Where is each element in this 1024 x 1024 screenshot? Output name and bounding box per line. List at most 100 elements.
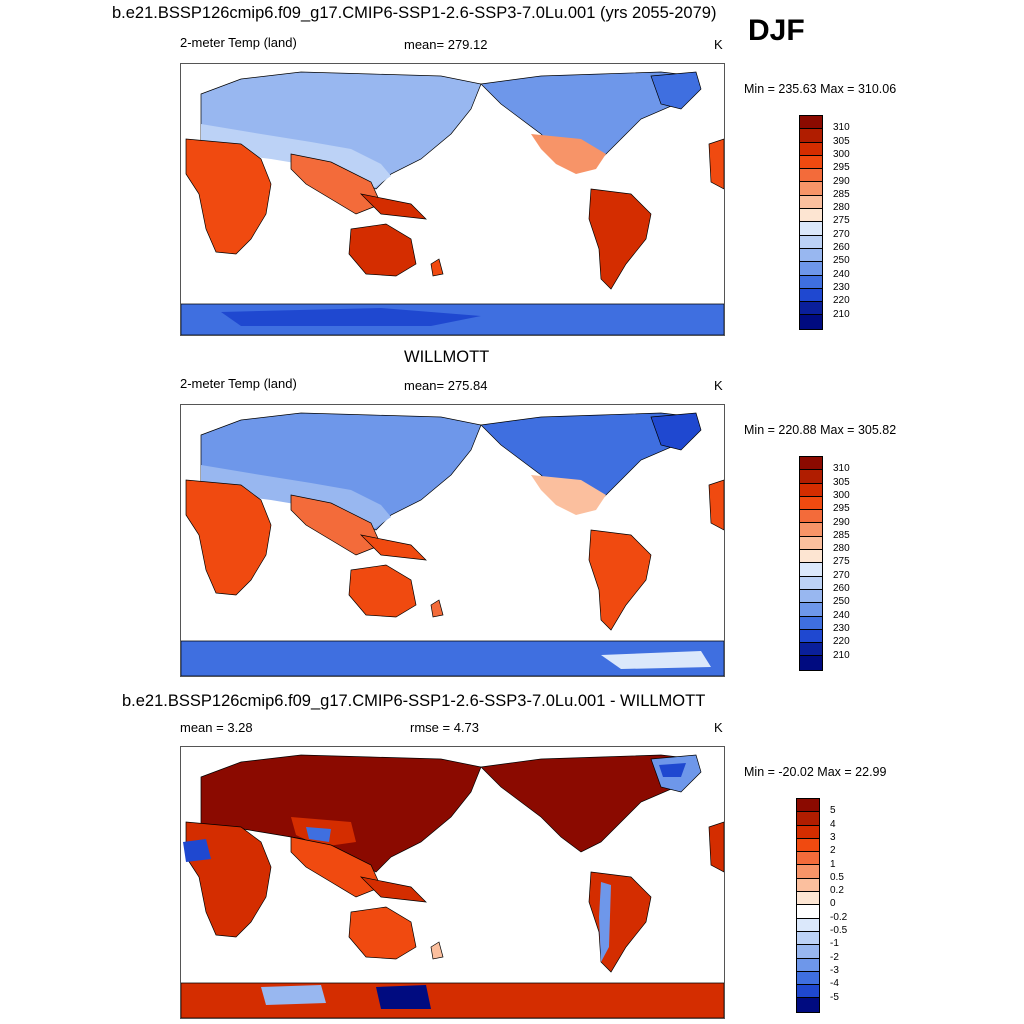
colorbar-swatch <box>800 616 822 630</box>
colorbar-tick-label: 0 <box>830 898 836 910</box>
colorbar-tick-label: 5 <box>830 805 836 817</box>
colorbar-swatch <box>800 209 822 223</box>
panel1-map-canvas <box>181 71 724 335</box>
north-america-south-band <box>531 134 606 174</box>
africa-right-edge-shape <box>708 821 724 873</box>
africa-shape <box>185 821 272 938</box>
panel2-mean: mean= 275.84 <box>404 378 488 393</box>
australia-shape <box>348 223 417 277</box>
antarctica-peninsula <box>601 651 711 669</box>
colorbar-tick-label: 300 <box>833 489 850 501</box>
colorbar-tick-label: 240 <box>833 609 850 621</box>
panel3-map-canvas <box>181 754 724 1018</box>
colorbar-swatch <box>800 523 822 537</box>
panel2-title: WILLMOTT <box>404 348 490 366</box>
colorbar-tick-label: 230 <box>833 622 850 634</box>
andes-cold-patch <box>599 882 611 962</box>
colorbar-swatch <box>800 169 822 183</box>
colorbar-tick-label: 260 <box>833 583 850 594</box>
south-asia-shape <box>290 494 382 556</box>
new-zealand-shape <box>430 941 444 960</box>
panel2-units: K <box>714 378 723 393</box>
colorbar-swatch <box>797 878 819 893</box>
colorbar-tick-label: 220 <box>833 295 850 307</box>
panel1-mean: mean= 279.12 <box>404 37 488 52</box>
colorbar-swatch <box>800 275 822 289</box>
maritime-asia-shape <box>359 193 427 220</box>
panel3-rmse: rmse = 4.73 <box>410 720 480 735</box>
colorbar-tick-label: 1 <box>830 858 836 870</box>
colorbar-swatch <box>800 315 822 329</box>
antarctica-shape <box>181 640 724 676</box>
colorbar-swatch <box>797 799 819 813</box>
colorbar-swatch <box>797 998 819 1012</box>
colorbar-swatch <box>800 576 822 590</box>
colorbar-tick-label: -0.2 <box>830 911 848 923</box>
colorbar-swatch <box>797 931 819 946</box>
antarctica-cold-patch-west <box>261 985 326 1005</box>
colorbar-tick-label: 300 <box>833 148 850 160</box>
colorbar-tick-label: 270 <box>833 228 850 240</box>
sahara-cold-patch <box>183 839 211 862</box>
colorbar-swatch <box>797 971 819 986</box>
colorbar-swatch <box>797 812 819 826</box>
colorbar-swatch <box>797 985 819 999</box>
colorbar-tick-label: 310 <box>833 463 850 475</box>
antarctica-interior <box>221 308 481 326</box>
panel2-minmax: Min = 220.88 Max = 305.82 <box>744 423 897 437</box>
colorbar-tick-label: 0.5 <box>830 871 844 883</box>
panel1-map <box>180 63 725 336</box>
colorbar-tick-label: 250 <box>833 596 850 608</box>
panel2-map-canvas <box>181 412 724 676</box>
greenland-shape <box>650 71 702 110</box>
panel1-colorbar <box>799 115 823 330</box>
south-america-shape <box>588 871 652 973</box>
colorbar-tick-label: 280 <box>833 202 850 214</box>
colorbar-tick-label: -0.5 <box>830 925 848 936</box>
colorbar-tick-label: 305 <box>833 135 850 147</box>
colorbar-swatch <box>797 865 819 879</box>
north-america-shape <box>480 754 697 853</box>
africa-right-edge-shape <box>708 479 724 531</box>
colorbar-swatch <box>800 629 822 644</box>
greenland-shape <box>650 412 702 451</box>
maritime-asia-shape <box>359 534 427 561</box>
colorbar-tick-label: 290 <box>833 175 850 187</box>
colorbar-tick-label: 2 <box>830 845 836 857</box>
season-label: DJF <box>748 14 805 47</box>
panel1-minmax: Min = 235.63 Max = 310.06 <box>744 82 897 96</box>
colorbar-swatch <box>800 496 822 511</box>
north-america-shape <box>480 71 697 170</box>
colorbar-tick-label: 0.2 <box>830 885 844 897</box>
south-asia-shape <box>290 153 382 215</box>
antarctica-cold-patch-east <box>376 985 431 1009</box>
colorbar-tick-label: 285 <box>833 529 850 541</box>
colorbar-tick-label: 210 <box>833 308 850 320</box>
colorbar-tick-label: 260 <box>833 242 850 253</box>
colorbar-swatch <box>800 235 822 249</box>
colorbar-swatch <box>800 643 822 657</box>
greenland-cold-patch <box>659 763 686 777</box>
north-america-shape <box>480 412 697 511</box>
panel3-units: K <box>714 720 723 735</box>
colorbar-tick-label: 295 <box>833 162 850 174</box>
africa-shape <box>185 138 272 255</box>
colorbar-tick-label: 285 <box>833 188 850 200</box>
colorbar-swatch <box>797 838 819 853</box>
colorbar-swatch <box>800 483 822 497</box>
australia-shape <box>348 906 417 960</box>
colorbar-swatch <box>797 892 819 906</box>
panel3-minmax: Min = -20.02 Max = 22.99 <box>744 765 887 779</box>
colorbar-swatch <box>797 852 819 866</box>
colorbar-swatch <box>800 302 822 316</box>
colorbar-swatch <box>797 958 819 972</box>
colorbar-tick-label: 290 <box>833 516 850 528</box>
colorbar-tick-label: 305 <box>833 476 850 488</box>
colorbar-swatch <box>800 536 822 551</box>
colorbar-tick-label: 210 <box>833 649 850 661</box>
north-america-south-band <box>531 475 606 515</box>
colorbar-swatch <box>800 116 822 130</box>
colorbar-swatch <box>800 182 822 196</box>
panel3-title: b.e21.BSSP126cmip6.f09_g17.CMIP6-SSP1-2.… <box>122 692 706 710</box>
colorbar-swatch <box>797 918 819 932</box>
